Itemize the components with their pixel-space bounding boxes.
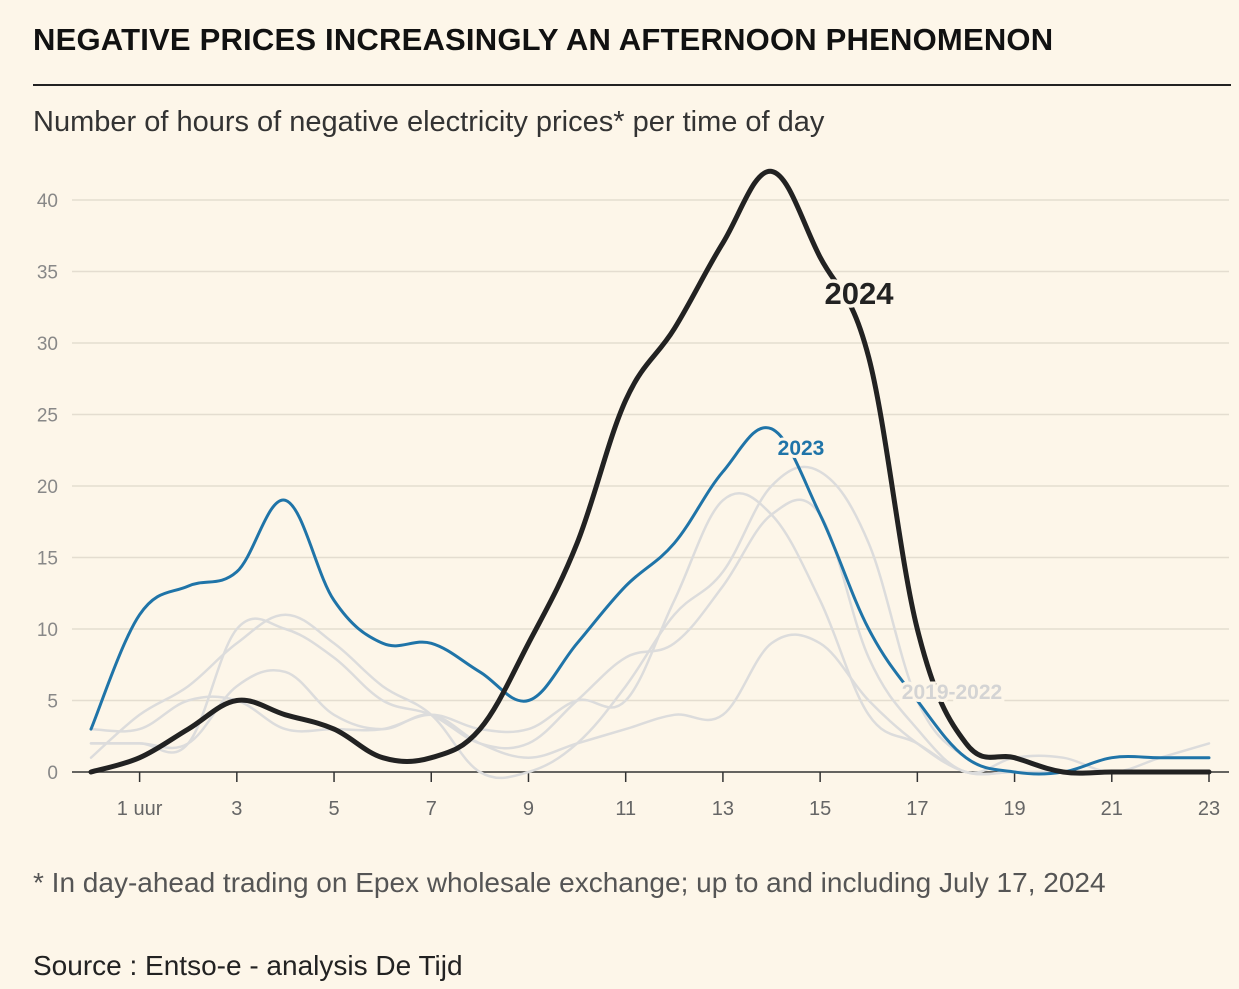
x-tick-label-21: 21 (1101, 798, 1123, 820)
x-tick-label-15: 15 (809, 798, 831, 820)
x-tick-label-3: 3 (231, 798, 242, 820)
y-tick-label-30: 30 (37, 334, 58, 355)
label-2019-2022: 2019-2022 (902, 681, 1002, 704)
y-tick-label-5: 5 (47, 692, 58, 713)
x-tick-label-9: 9 (523, 798, 534, 820)
x-tick-label-11: 11 (615, 798, 636, 820)
y-tick-label-40: 40 (37, 191, 58, 212)
y-axis-ticks: 0 5 10 15 20 25 30 35 40 (37, 191, 58, 784)
label-2023: 2023 (778, 437, 825, 460)
title-divider (33, 84, 1231, 86)
series-lines (88, 168, 1212, 780)
label-2024: 2024 (825, 276, 895, 311)
y-tick-label-20: 20 (37, 477, 58, 498)
x-tick-label-7: 7 (426, 798, 437, 820)
x-axis-ticks: 1 uur 3 5 7 9 11 13 15 17 19 21 23 (72, 771, 1229, 820)
y-tick-label-10: 10 (37, 620, 58, 641)
series-line-2020 (89, 465, 1211, 780)
y-tick-label-0: 0 (47, 763, 58, 784)
x-tick-label-13: 13 (712, 798, 734, 820)
grid-lines (72, 199, 1229, 702)
chart-title: NEGATIVE PRICES INCREASINGLY AN AFTERNOO… (33, 22, 1054, 57)
series-line-2024 (88, 168, 1212, 776)
footnote: * In day-ahead trading on Epex wholesale… (33, 867, 1106, 898)
x-tick-label-5: 5 (328, 798, 339, 820)
y-tick-label-15: 15 (37, 549, 58, 570)
chart-subtitle: Number of hours of negative electricity … (33, 106, 825, 138)
y-tick-label-35: 35 (37, 263, 58, 284)
y-tick-label-25: 25 (37, 406, 58, 427)
x-tick-label-19: 19 (1003, 798, 1025, 820)
x-tick-label-1: 1 uur (117, 798, 163, 820)
series-labels: 2019-2022 2023 2024 (775, 273, 1006, 708)
source-note: Source : Entso-e - analysis De Tijd (33, 950, 463, 981)
series-line-2022 (89, 498, 1211, 775)
x-tick-label-17: 17 (906, 798, 928, 820)
series-line-2023 (89, 426, 1211, 776)
x-tick-label-23: 23 (1198, 798, 1220, 820)
